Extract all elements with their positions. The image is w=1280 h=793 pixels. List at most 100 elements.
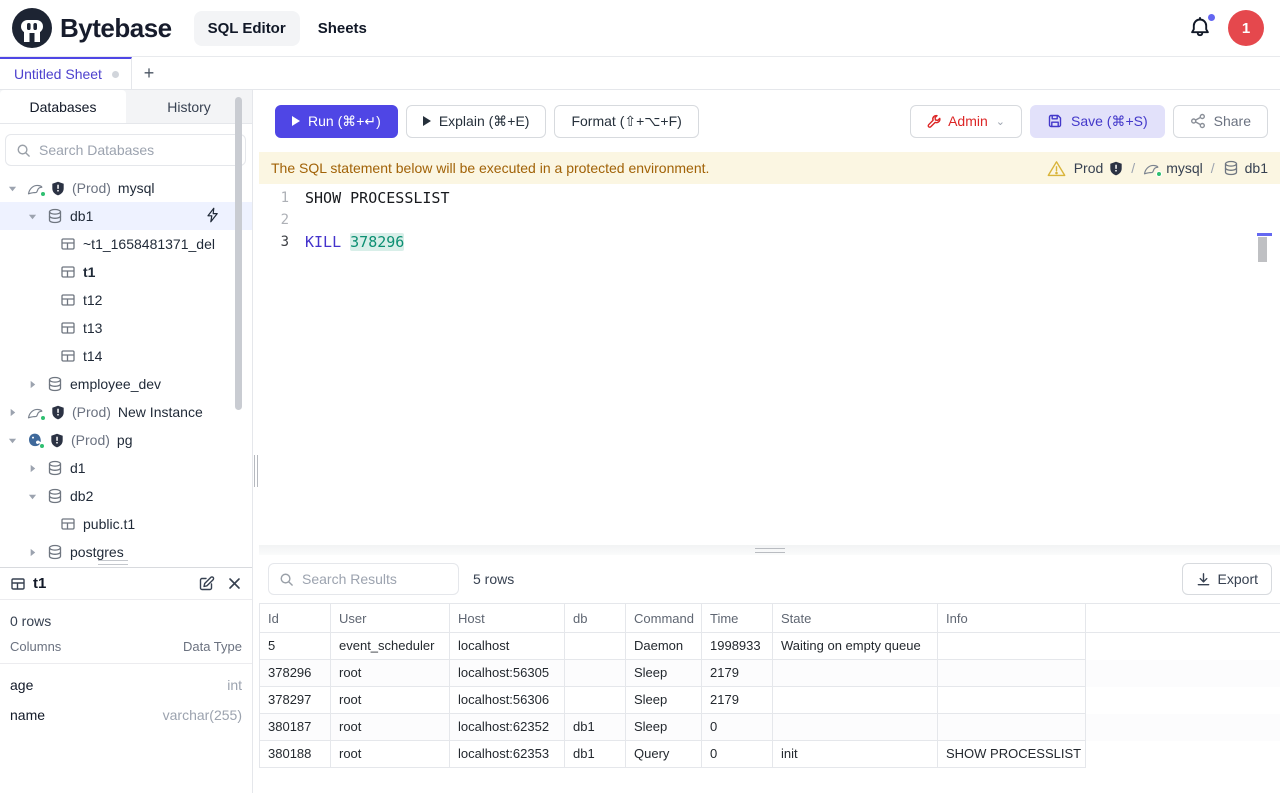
sql-editor[interactable]: 1 SHOW PROCESSLIST 2 3 KILL 378296 [259, 184, 1280, 545]
avatar[interactable]: 1 [1228, 10, 1264, 46]
edit-icon[interactable] [198, 575, 215, 592]
tree-item-t14[interactable]: t14 [0, 342, 252, 370]
tree-item-public-t1[interactable]: public.t1 [0, 510, 252, 538]
tree-item-db2[interactable]: db2 [0, 482, 252, 510]
unsaved-dot-icon [111, 70, 119, 78]
tree-item-employee-dev[interactable]: employee_dev [0, 370, 252, 398]
table-icon [60, 348, 76, 364]
results-cell: 2179 [702, 687, 773, 714]
results-cell: root [331, 741, 450, 768]
save-button[interactable]: Save (⌘+S) [1030, 104, 1165, 138]
tab-untitled-sheet[interactable]: Untitled Sheet [0, 57, 132, 89]
tree-item-label: mysql [117, 180, 155, 196]
chevron-right-icon[interactable] [28, 460, 40, 476]
new-sheet-button[interactable]: + [143, 62, 155, 83]
editor-scrollbar[interactable] [1258, 237, 1267, 262]
results-cell: SHOW PROCESSLIST [938, 741, 1086, 768]
results-cell: root [331, 687, 450, 714]
connection-breadcrumb: Prod / mysql / db1 [1047, 160, 1268, 177]
results-cell: Sleep [626, 687, 702, 714]
app-header: Bytebase SQL Editor Sheets 1 [0, 0, 1280, 57]
results-cell [565, 687, 626, 714]
chevron-right-icon[interactable] [8, 404, 20, 420]
tree-item-mysql[interactable]: (Prod) mysql [0, 174, 252, 202]
results-row-1[interactable]: 5 event_scheduler localhost Daemon 1998933 Wa… [259, 633, 1280, 660]
results-row-5[interactable]: 380188 root localhost:62353 db1 Query 0 init SH… [259, 741, 1280, 768]
results-cell [773, 687, 938, 714]
chevron-right-icon[interactable] [28, 544, 40, 560]
horizontal-resize-handle[interactable] [754, 548, 785, 553]
tree-item-d1[interactable]: d1 [0, 454, 252, 482]
share-button[interactable]: Share [1172, 104, 1268, 138]
tree-item-label: New Instance [117, 404, 203, 420]
admin-label: Admin [948, 113, 988, 129]
tree-item-t1[interactable]: t1 [0, 258, 252, 286]
breadcrumb-separator: / [1131, 160, 1136, 176]
editor-line-1[interactable]: 1 SHOW PROCESSLIST [259, 187, 1280, 209]
column-row-age[interactable]: age int [0, 670, 252, 700]
editor-line-2[interactable]: 2 [259, 209, 1280, 231]
explain-label: Explain (⌘+E) [438, 112, 530, 129]
export-label: Export [1217, 571, 1258, 587]
sidebar-resize-gutter[interactable] [253, 90, 259, 793]
chevron-down-icon[interactable] [28, 208, 40, 224]
chevron-down-icon[interactable] [8, 180, 20, 196]
close-icon[interactable] [227, 576, 242, 591]
breadcrumb-mysql[interactable]: mysql [1143, 160, 1203, 177]
tree-item-db1[interactable]: db1 [0, 202, 252, 230]
tree-item-pg[interactable]: (Prod) pg [0, 426, 252, 454]
lightning-icon[interactable] [205, 207, 220, 226]
search-results-input[interactable] [302, 571, 448, 587]
results-header-cell: Id [259, 603, 331, 633]
sidebar-panel-resize-handle[interactable] [98, 560, 128, 565]
explain-button[interactable]: Explain (⌘+E) [405, 104, 547, 138]
results-cell [938, 660, 1086, 687]
database-icon [47, 376, 63, 392]
editor-overview-ruler [1257, 233, 1272, 236]
notification-bell-button[interactable] [1188, 13, 1216, 41]
tree-item-postgres[interactable]: postgres [0, 538, 252, 566]
editor-line-3[interactable]: 3 KILL 378296 [259, 231, 1280, 253]
play-icon [292, 116, 300, 126]
search-databases-input[interactable] [39, 142, 235, 158]
results-row-2[interactable]: 378296 root localhost:56305 Sleep 2179 [259, 660, 1280, 687]
tree-item-label: db1 [70, 208, 94, 224]
tree-item-new-instance[interactable]: (Prod) New Instance [0, 398, 252, 426]
results-header-cell: State [773, 603, 938, 633]
tree-item-label: postgres [70, 544, 124, 560]
results-resize-sash[interactable] [259, 545, 1280, 555]
share-label: Share [1213, 113, 1251, 129]
tree-item-label: public.t1 [83, 516, 136, 532]
sidebar-scrollbar[interactable] [235, 97, 242, 410]
tree-item-label: t14 [83, 348, 103, 364]
status-dot [39, 443, 45, 449]
nav-sheets[interactable]: Sheets [317, 19, 367, 37]
export-button[interactable]: Export [1181, 563, 1272, 595]
admin-mode-button[interactable]: Admin ⌄ [910, 104, 1022, 138]
chevron-down-icon[interactable] [28, 488, 40, 504]
chevron-down-icon[interactable] [8, 432, 20, 448]
results-cell: 380187 [259, 714, 331, 741]
vertical-resize-handle[interactable] [254, 455, 258, 487]
results-cell: localhost:56305 [450, 660, 565, 687]
tab-databases[interactable]: Databases [0, 90, 126, 123]
breadcrumb-db1[interactable]: db1 [1223, 160, 1268, 176]
tree-item-label: t1 [83, 264, 96, 280]
tree-item-t13[interactable]: t13 [0, 314, 252, 342]
tree-item-t12[interactable]: t12 [0, 286, 252, 314]
run-button[interactable]: Run (⌘+↵) [275, 104, 398, 138]
results-cell: db1 [565, 741, 626, 768]
tree-item--t1-1658481371-del[interactable]: ~t1_1658481371_del [0, 230, 252, 258]
status-dot [40, 414, 46, 421]
breadcrumb-Prod[interactable]: Prod [1074, 160, 1124, 176]
nav-sql-editor[interactable]: SQL Editor [193, 10, 300, 46]
column-row-name[interactable]: name varchar(255) [0, 700, 252, 730]
format-button[interactable]: Format (⇧+⌥+F) [554, 104, 699, 138]
columns-list: age int name varchar(255) [0, 664, 252, 730]
chevron-right-icon[interactable] [28, 376, 40, 392]
env-prefix: (Prod) [72, 180, 111, 196]
results-row-4[interactable]: 380187 root localhost:62352 db1 Sleep 0 [259, 714, 1280, 741]
results-row-3[interactable]: 378297 root localhost:56306 Sleep 2179 [259, 687, 1280, 714]
chevron-down-icon: ⌄ [995, 115, 1005, 128]
tab-history[interactable]: History [167, 98, 211, 115]
